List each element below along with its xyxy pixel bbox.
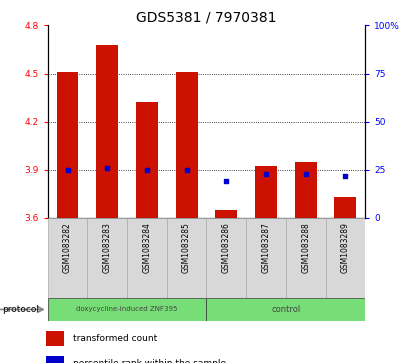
Text: GSM1083282: GSM1083282 (63, 222, 72, 273)
Point (64, 167, 71, 172)
Text: GSM1083286: GSM1083286 (222, 222, 231, 273)
Bar (325, 218, 365, 298)
Text: GSM1083284: GSM1083284 (142, 222, 151, 273)
Bar (57, 72, 78, 218)
Bar (48, 218, 88, 298)
Bar (286, 218, 325, 298)
Text: control: control (271, 305, 300, 314)
Bar (207, 298, 365, 321)
Point (263, 171, 269, 177)
Text: percentile rank within the sample: percentile rank within the sample (73, 359, 227, 363)
Bar (334, 197, 356, 218)
Text: GSM1083288: GSM1083288 (301, 222, 310, 273)
Title: GDS5381 / 7970381: GDS5381 / 7970381 (136, 10, 277, 24)
Point (223, 178, 229, 184)
Bar (255, 167, 277, 218)
Point (342, 173, 349, 179)
Text: GSM1083283: GSM1083283 (103, 222, 112, 273)
Bar (167, 218, 207, 298)
Text: transformed count: transformed count (73, 334, 158, 343)
Point (104, 165, 110, 171)
Text: GSM1083287: GSM1083287 (261, 222, 271, 273)
Bar (176, 72, 198, 218)
Bar (127, 218, 167, 298)
Bar (88, 218, 127, 298)
Text: GSM1083289: GSM1083289 (341, 222, 350, 273)
Text: protocol: protocol (2, 305, 39, 314)
Point (303, 171, 309, 177)
Bar (295, 162, 317, 218)
Text: doxycycline-induced ZNF395: doxycycline-induced ZNF395 (76, 306, 178, 313)
Bar (46, 331, 63, 346)
Bar (48, 298, 207, 321)
Bar (215, 210, 237, 218)
Point (144, 167, 150, 172)
Point (183, 167, 190, 172)
Bar (46, 356, 63, 363)
Text: GSM1083285: GSM1083285 (182, 222, 191, 273)
Bar (96, 45, 118, 218)
Bar (136, 102, 158, 218)
Bar (207, 218, 246, 298)
Bar (246, 218, 286, 298)
